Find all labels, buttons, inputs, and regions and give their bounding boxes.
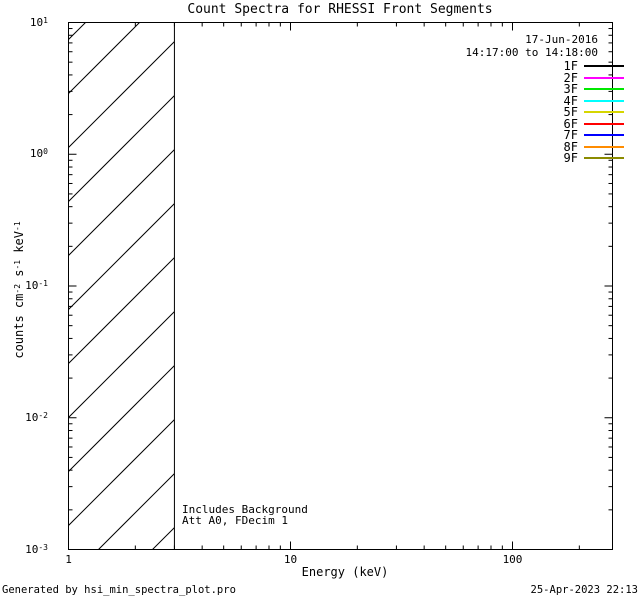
legend-swatch-7F — [584, 134, 624, 136]
legend-swatch-1F — [584, 65, 624, 67]
y-tick-label: 10-3 — [25, 542, 48, 556]
legend-swatch-3F — [584, 88, 624, 90]
observation-time-range: 14:17:00 to 14:18:00 — [465, 46, 598, 59]
y-tick-label: 10-1 — [25, 279, 48, 292]
y-axis-label-text: counts cm — [12, 293, 26, 359]
legend-label-3F: 3F — [563, 82, 578, 96]
y-axis-label-text: keV — [12, 230, 26, 260]
legend-swatch-5F — [584, 111, 624, 113]
y-tick-label: 10-2 — [25, 410, 48, 424]
legend-label-9F: 9F — [563, 151, 578, 165]
observation-block: 17-Jun-2016 14:17:00 to 14:18:00 — [466, 33, 598, 59]
x-tick-label: 10 — [283, 553, 298, 566]
legend-swatch-4F — [584, 99, 624, 102]
legend-label-8F: 8F — [563, 139, 578, 154]
annotation-attenuator: Att A0, FDecim 1 — [182, 514, 288, 527]
legend-swatch-9F — [584, 157, 624, 159]
observation-date: 17-Jun-2016 — [525, 33, 598, 46]
legend-label-6F: 6F — [563, 116, 578, 131]
legend-swatch-6F — [584, 122, 624, 125]
y-axis-label-sup: -1 — [13, 259, 22, 270]
y-tick-label: 100 — [29, 147, 48, 161]
x-tick-label: 1 — [65, 553, 72, 566]
plot-title: Count Spectra for RHESSI Front Segments — [187, 2, 493, 17]
footer-timestamp: 25-Apr-2023 22:13 — [530, 584, 638, 596]
x-tick-label: 100 — [502, 553, 523, 566]
footer-generated-by: Generated by hsi_min_spectra_plot.pro — [2, 584, 236, 596]
legend-label-4F: 4F — [563, 93, 578, 108]
y-tick-label: 101 — [29, 15, 48, 29]
legend-swatch-8F — [584, 145, 624, 148]
hatch-region — [68, 22, 175, 550]
y-axis-label-sup: -1 — [13, 221, 22, 231]
legend-label-1F: 1F — [563, 59, 578, 73]
legend-swatch-2F — [584, 76, 624, 79]
x-axis-label: Energy (keV) — [301, 565, 389, 579]
legend-label-2F: 2F — [563, 70, 578, 85]
legend-label-7F: 7F — [563, 128, 578, 142]
legend-label-5F: 5F — [563, 105, 578, 119]
annotation-background: Includes Background — [182, 503, 308, 516]
